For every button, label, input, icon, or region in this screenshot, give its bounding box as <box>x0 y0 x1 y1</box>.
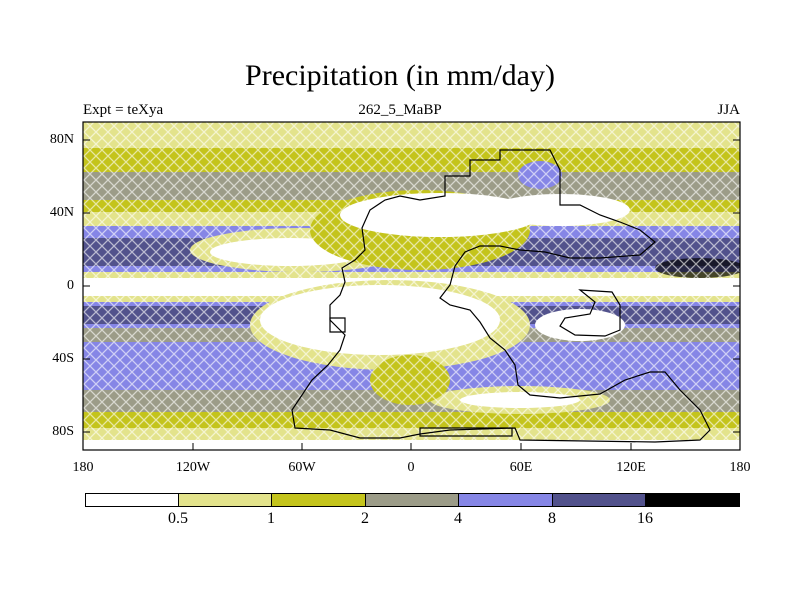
axis-ticks <box>82 139 741 450</box>
map-title: Precipitation (in mm/day) <box>245 59 555 92</box>
lat-label-40n: 40N <box>49 205 74 220</box>
lon-label-180w: 180 <box>72 460 94 475</box>
colorbar-box-7 <box>645 493 740 507</box>
lon-label-120w: 120W <box>175 460 211 475</box>
colorbar-label-1: 1 <box>267 510 275 527</box>
colorbar-box-1 <box>85 493 179 507</box>
colorbar-box-4 <box>365 493 459 507</box>
lat-label-80n: 80N <box>49 132 74 147</box>
lon-label-60w: 60W <box>288 460 316 475</box>
lat-label-0: 0 <box>67 278 74 293</box>
season-label: JJA <box>717 102 740 118</box>
experiment-label: Expt = teXya <box>83 102 164 118</box>
colorbar-label-4: 4 <box>454 510 462 527</box>
precip-field <box>83 122 740 450</box>
colorbar-label-2: 2 <box>361 510 369 527</box>
lon-label-0: 0 <box>407 460 415 475</box>
lon-label-180e: 180 <box>729 460 751 475</box>
colorbar-label-16: 16 <box>637 510 653 527</box>
colorbar-box-6 <box>552 493 646 507</box>
lat-label-80s: 80S <box>52 424 74 439</box>
run-label: 262_5_MaBP <box>358 102 442 118</box>
lon-label-60e: 60E <box>509 460 533 475</box>
lon-label-120e: 120E <box>616 460 646 475</box>
colorbar-box-5 <box>458 493 553 507</box>
colorbar-label-0-5: 0.5 <box>168 510 188 527</box>
colorbar-box-3 <box>271 493 366 507</box>
continent-outlines <box>291 149 711 443</box>
colorbar-box-2 <box>178 493 272 507</box>
colorbar-label-8: 8 <box>548 510 556 527</box>
lat-label-40s: 40S <box>52 351 74 366</box>
